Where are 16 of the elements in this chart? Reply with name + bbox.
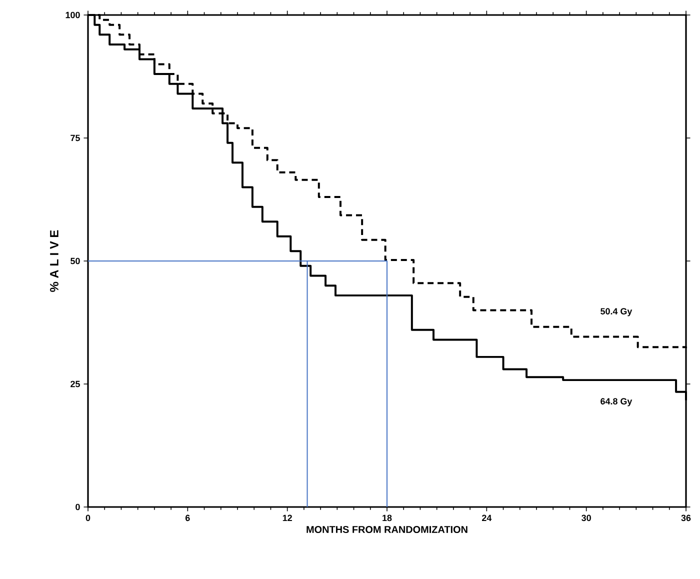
text: 50.4 Gy bbox=[600, 308, 632, 316]
x-tick-label: 36 bbox=[681, 514, 691, 522]
y-axis-title: % A L I V E bbox=[50, 230, 58, 292]
y-tick-label: 75 bbox=[70, 134, 80, 142]
y-tick-label: 25 bbox=[70, 380, 80, 388]
x-tick-label: 6 bbox=[186, 514, 190, 522]
x-tick-label: 18 bbox=[382, 514, 392, 522]
x-tick-label: 0 bbox=[86, 514, 90, 522]
x-axis-title: MONTHS FROM RANDOMIZATION bbox=[306, 526, 468, 534]
text: 64.8 Gy bbox=[600, 398, 632, 406]
x-tick-label: 30 bbox=[582, 514, 591, 522]
y-tick-label: 50 bbox=[70, 258, 80, 264]
x-tick-label: 24 bbox=[482, 514, 492, 522]
y-tick-label: 0 bbox=[76, 504, 80, 510]
y-tick-label: 100 bbox=[66, 12, 80, 18]
x-tick-label: 12 bbox=[282, 514, 292, 522]
